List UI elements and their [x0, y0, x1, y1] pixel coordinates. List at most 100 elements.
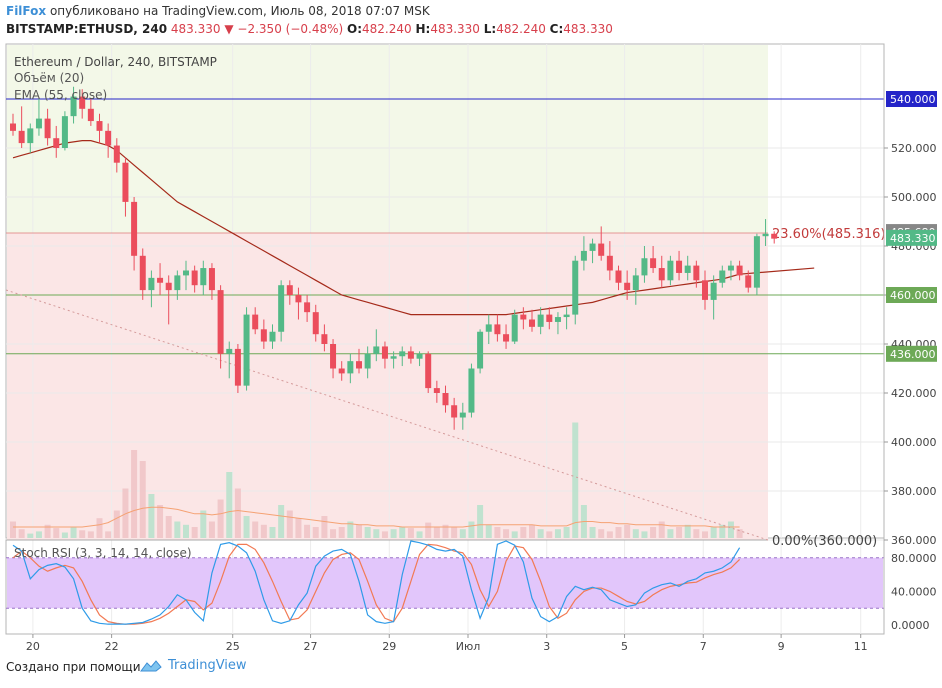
- time-tick-label: Июл: [456, 640, 481, 653]
- stoch-tick-label: 0.0000: [891, 619, 930, 632]
- candle-body: [208, 268, 215, 291]
- candle-body: [390, 356, 397, 359]
- candle-body: [771, 233, 778, 239]
- volume-bar: [208, 521, 215, 538]
- candle-body: [598, 243, 605, 256]
- publish-header: FilFox опубликовано на TradingView.com, …: [6, 4, 430, 18]
- volume-bar: [105, 531, 112, 538]
- time-tick-label: 5: [621, 640, 628, 653]
- price-badge: [886, 229, 937, 246]
- candle-body: [572, 260, 579, 315]
- candle-body: [425, 353, 432, 389]
- stoch-rsi-legend[interactable]: Stoch RSI (3, 3, 14, 14, close): [14, 546, 192, 560]
- candle-body: [615, 270, 622, 283]
- candle-body: [667, 260, 674, 281]
- volume-bar: [598, 529, 605, 538]
- price-axis[interactable]: 360.000380.000400.000420.000440.000460.0…: [26, 44, 942, 653]
- volume-bar: [356, 524, 362, 538]
- candle-body: [554, 317, 561, 322]
- high-value: 483.330: [430, 22, 480, 36]
- volume-ma-line: [13, 506, 740, 528]
- volume-legend[interactable]: Объём (20): [14, 71, 84, 85]
- high-label: H:: [415, 22, 431, 36]
- candle-body: [174, 275, 181, 291]
- stoch-d-line: [12, 543, 741, 625]
- volume-bar: [200, 510, 207, 538]
- volume-bar: [373, 529, 380, 538]
- volume-bar: [520, 527, 527, 538]
- candle-body: [122, 162, 129, 202]
- volume-bar: [451, 527, 458, 538]
- candle-body: [53, 138, 60, 148]
- candle-body: [658, 268, 665, 281]
- down-arrow-icon: ▼: [224, 22, 234, 36]
- volume-bar: [131, 450, 138, 538]
- time-tick-label: 29: [382, 640, 396, 653]
- candle-body: [511, 314, 518, 342]
- low-value: 482.240: [496, 22, 546, 36]
- volume-bar: [96, 518, 103, 538]
- candle-body: [330, 344, 337, 369]
- candle-body: [183, 270, 189, 276]
- candle-body: [70, 96, 77, 117]
- candle-body: [477, 331, 484, 369]
- candles: [10, 86, 778, 430]
- candle-body: [200, 268, 207, 286]
- price-tick-label: 360.000: [891, 534, 937, 547]
- fib-level-label: 23.60%(485.316): [772, 227, 885, 242]
- candle-body: [18, 130, 25, 144]
- chart-title-legend: Ethereum / Dollar, 240, BITSTAMP: [14, 55, 217, 69]
- candle-body: [252, 314, 259, 330]
- candle-body: [87, 108, 94, 122]
- volume-bar: [494, 527, 501, 538]
- volume-bar: [503, 529, 510, 538]
- price-tick-label: 380.000: [891, 485, 937, 498]
- volume-bar: [667, 529, 674, 538]
- volume-bar: [10, 521, 16, 538]
- last-price: 483.330: [170, 22, 221, 36]
- candle-body: [131, 201, 138, 256]
- volume-bar: [702, 531, 708, 538]
- candle-body: [641, 258, 648, 276]
- volume-bar: [338, 527, 345, 538]
- volume-bar: [477, 505, 484, 538]
- volume-bar: [321, 516, 328, 538]
- ema-legend[interactable]: EMA (55, close): [14, 88, 107, 102]
- candle-body: [79, 96, 86, 109]
- open-label: O:: [347, 22, 363, 36]
- candle-body: [676, 260, 683, 273]
- volume-bar: [260, 524, 267, 538]
- price-tick-label: 520.000: [891, 142, 937, 155]
- symbol-name[interactable]: BITSTAMP:ETHUSD, 240: [6, 22, 168, 36]
- price-badge: [886, 345, 937, 362]
- candle-body: [338, 368, 345, 374]
- time-tick-label: 27: [304, 640, 318, 653]
- volume-bar: [641, 531, 648, 538]
- author-name[interactable]: FilFox: [6, 4, 47, 18]
- candle-body: [321, 334, 328, 344]
- candle-body: [650, 258, 657, 269]
- volume-bar: [243, 516, 250, 538]
- volume-bar: [485, 524, 492, 538]
- candle-body: [269, 331, 276, 342]
- candle-body: [537, 314, 544, 327]
- volume-bar: [226, 472, 233, 538]
- candle-body: [165, 282, 172, 291]
- stoch-tick-label: 80.0000: [891, 552, 937, 565]
- volume-bar: [148, 494, 155, 538]
- tradingview-link[interactable]: TradingView: [140, 658, 247, 673]
- volume-bar: [347, 521, 354, 538]
- volume-bar: [407, 528, 414, 538]
- volume-bar: [139, 461, 146, 538]
- volume-bar: [18, 529, 25, 538]
- candle-body: [399, 351, 406, 357]
- candle-body: [433, 388, 440, 393]
- candle-body: [96, 121, 103, 131]
- volume-bar: [632, 529, 639, 538]
- candle-body: [485, 324, 492, 332]
- volume-bar: [35, 531, 42, 538]
- candle-body: [234, 348, 241, 386]
- volume-bar: [217, 499, 224, 538]
- volume-bar: [330, 529, 337, 538]
